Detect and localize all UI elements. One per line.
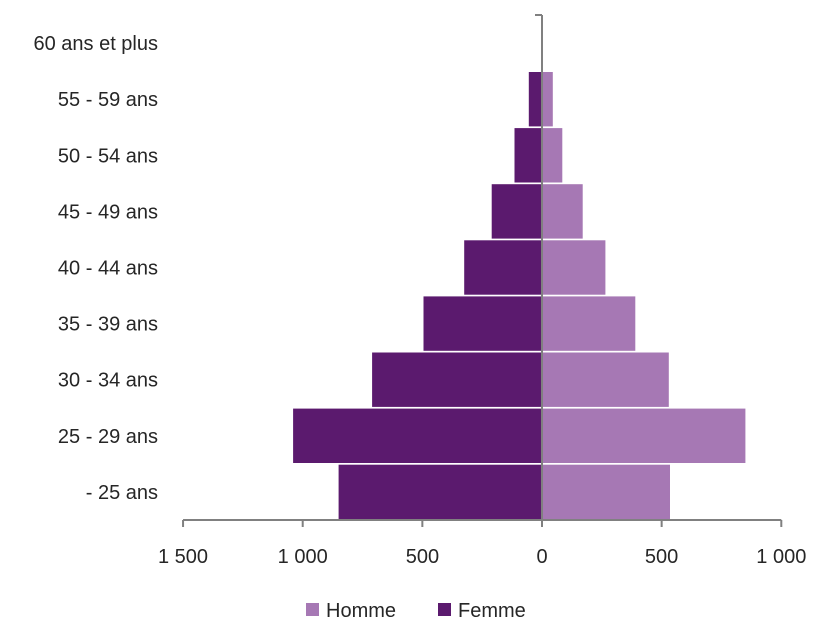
x-tick-label: 1 500	[158, 546, 208, 568]
bar-homme-2	[542, 352, 669, 407]
legend-label-femme: Femme	[458, 600, 526, 621]
category-labels: - 25 ans 25 - 29 ans 30 - 34 ans 35 - 39 an…	[33, 33, 158, 504]
bar-femme-6	[514, 128, 542, 183]
category-label: 30 - 34 ans	[58, 370, 158, 392]
legend-swatch-homme	[306, 603, 319, 616]
category-label: 55 - 59 ans	[58, 89, 158, 111]
legend-swatch-femme	[438, 603, 451, 616]
category-label: 35 - 39 ans	[58, 314, 158, 336]
tick-labels: 1 500 1 000 500 0 500 1 000	[158, 546, 806, 568]
category-label: 60 ans et plus	[33, 33, 158, 55]
bar-homme-4	[542, 240, 606, 295]
category-label: 45 - 49 ans	[58, 201, 158, 223]
category-label: 25 - 29 ans	[58, 426, 158, 448]
x-tick-label: 500	[406, 546, 439, 568]
bar-homme-0	[542, 464, 670, 520]
bar-homme-3	[542, 296, 636, 351]
bar-femme-7	[528, 72, 542, 127]
x-tick-label: 0	[536, 546, 547, 568]
bar-femme-1	[293, 408, 542, 463]
category-label: 40 - 44 ans	[58, 258, 158, 280]
bar-femme-2	[372, 352, 542, 407]
bar-homme-6	[542, 128, 563, 183]
bar-femme-3	[423, 296, 542, 351]
axes-layer	[182, 14, 783, 527]
x-tick-label: 500	[645, 546, 678, 568]
bar-femme-4	[464, 240, 542, 295]
x-tick-label: 1 000	[278, 546, 328, 568]
category-label: - 25 ans	[86, 482, 158, 504]
category-label: 50 - 54 ans	[58, 145, 158, 167]
legend-label-homme: Homme	[326, 600, 396, 621]
bar-homme-5	[542, 184, 583, 239]
bar-femme-5	[491, 184, 542, 239]
legend: Homme Femme	[306, 600, 526, 621]
bar-femme-0	[338, 464, 542, 520]
x-tick-label: 1 000	[756, 546, 806, 568]
bar-homme-7	[542, 72, 553, 127]
bars-layer	[293, 72, 746, 520]
bar-homme-1	[542, 408, 746, 463]
